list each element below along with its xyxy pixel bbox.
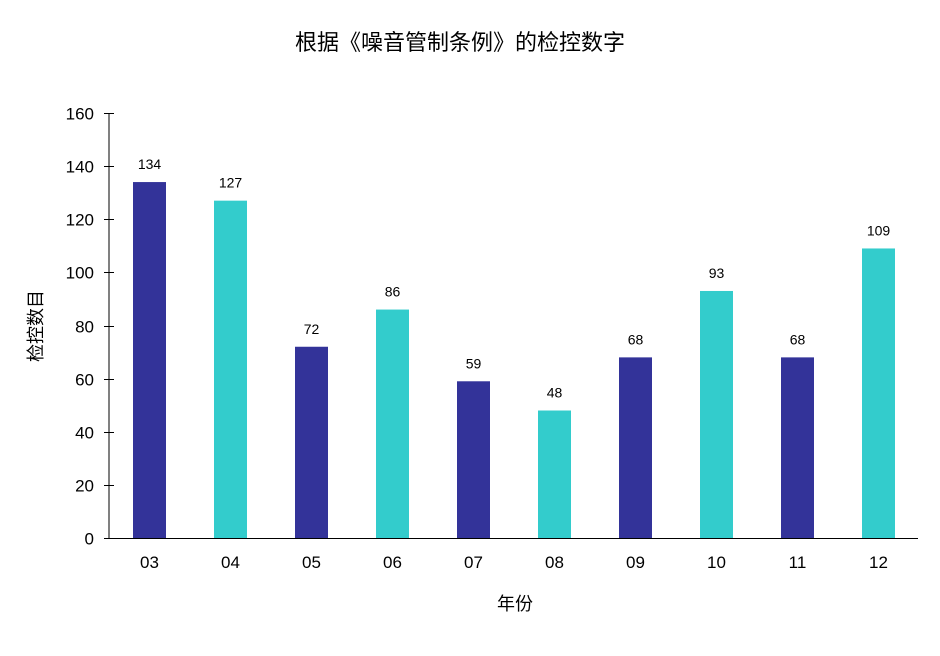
y-tick-label: 120	[66, 211, 94, 230]
y-tick-label: 80	[75, 318, 94, 337]
x-tick-label: 06	[383, 553, 402, 572]
data-label: 48	[547, 385, 563, 401]
x-tick-label: 07	[464, 553, 483, 572]
chart-title: 根据《噪音管制条例》的检控数字	[295, 30, 625, 55]
x-axis-label: 年份	[497, 594, 533, 614]
y-axis-label: 检控数目	[26, 290, 46, 362]
bar-03	[133, 182, 166, 538]
y-tick-label: 140	[66, 158, 94, 177]
bar-09	[619, 357, 652, 538]
bar-08	[538, 410, 571, 538]
y-tick-label: 0	[85, 530, 94, 549]
x-tick-label: 03	[140, 553, 159, 572]
data-label: 68	[628, 331, 644, 347]
y-tick-label: 100	[66, 264, 94, 283]
x-tick-label: 10	[707, 553, 726, 572]
x-tick-label: 04	[221, 553, 240, 572]
data-label: 134	[138, 156, 162, 172]
data-label: 127	[219, 175, 243, 191]
y-tick-label: 60	[75, 371, 94, 390]
bar-05	[295, 346, 328, 538]
data-label: 93	[709, 265, 725, 281]
y-tick-label: 40	[75, 424, 94, 443]
y-tick-label: 160	[66, 105, 94, 124]
y-tick-label: 20	[75, 477, 94, 496]
data-label: 68	[790, 331, 806, 347]
x-tick-label: 09	[626, 553, 645, 572]
bar-04	[214, 200, 247, 538]
x-tick-label: 05	[302, 553, 321, 572]
x-tick-label: 08	[545, 553, 564, 572]
data-label: 59	[466, 355, 482, 371]
bar-11	[781, 357, 814, 538]
data-label: 72	[304, 321, 320, 337]
x-tick-label: 11	[789, 553, 807, 572]
bar-06	[376, 309, 409, 538]
bar-12	[862, 248, 895, 538]
x-tick-label: 12	[869, 553, 888, 572]
bar-10	[700, 290, 733, 538]
data-label: 86	[385, 284, 401, 300]
bar-07	[457, 381, 490, 538]
data-label: 109	[867, 222, 891, 238]
